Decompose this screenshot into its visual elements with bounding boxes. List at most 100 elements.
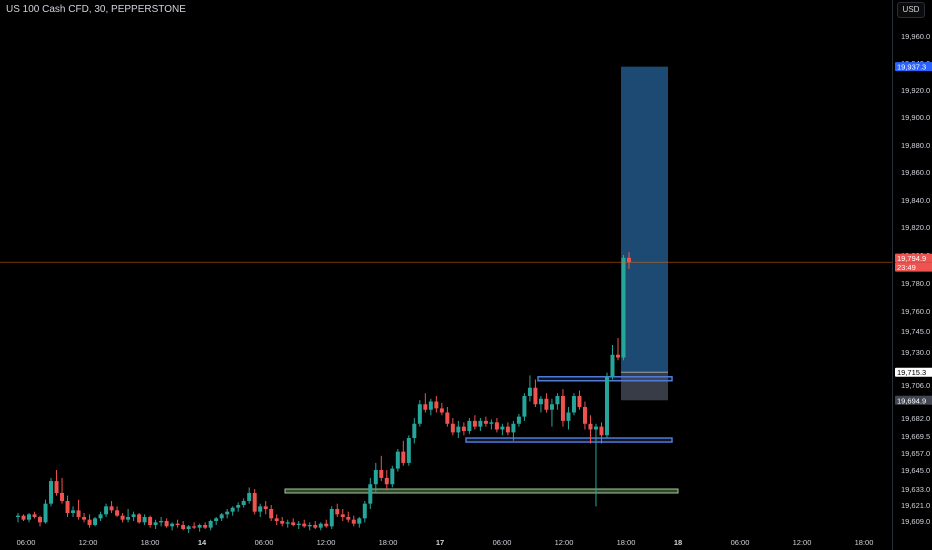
candle-body (434, 401, 439, 409)
candle-body (516, 416, 521, 424)
price-tick-label: 19,682.0 (901, 414, 930, 423)
price-tick-label: 19,633.0 (901, 485, 930, 494)
time-tick-label: 18:00 (617, 538, 636, 547)
demand-zone (284, 488, 679, 494)
candle-body (478, 420, 483, 427)
time-tick-label: 12:00 (793, 538, 812, 547)
candle-body (368, 484, 373, 504)
candle-body (357, 518, 362, 524)
price-tick-label: 19,730.0 (901, 348, 930, 357)
candle-body (71, 510, 76, 513)
candle-body (307, 525, 312, 527)
candle-body (445, 412, 450, 424)
candle-body (500, 426, 505, 430)
candle-body (423, 404, 428, 410)
price-tick-label: 19,920.0 (901, 86, 930, 95)
candle-body (142, 517, 147, 523)
time-tick-label: 12:00 (555, 538, 574, 547)
price-axis[interactable]: 19,960.019,940.019,920.019,900.019,880.0… (892, 0, 932, 550)
candle-body (560, 396, 565, 421)
candle-body (120, 515, 125, 520)
price-chart[interactable]: 06:00 12:00 18:00 14 06:00 12:00 18:00 17 06:00 1… (0, 0, 892, 550)
candle-body (621, 257, 626, 358)
time-tick-label: 06:00 (255, 538, 274, 547)
candle-body (137, 514, 142, 523)
candle-body (627, 257, 631, 262)
candle-body (412, 423, 417, 439)
price-tick-label: 19,760.0 (901, 307, 930, 316)
price-tick-label: 19,621.0 (901, 501, 930, 510)
candle-body (296, 523, 301, 525)
candle-body (280, 521, 285, 524)
candle-body (390, 468, 395, 485)
price-tick-label: 19,880.0 (901, 141, 930, 150)
candle-body (76, 510, 81, 517)
candle-body (538, 398, 543, 405)
candle-body (351, 519, 356, 524)
candle-body (549, 404, 554, 410)
candle-body (566, 412, 571, 421)
time-axis[interactable]: 06:00 12:00 18:00 14 06:00 12:00 18:00 17 06:00 1… (17, 538, 874, 547)
candle-body (346, 517, 351, 520)
candle-body (544, 398, 549, 410)
time-tick-label: 06:00 (731, 538, 750, 547)
candle-body (329, 509, 334, 527)
time-tick-label: 06:00 (493, 538, 512, 547)
candle-body (164, 521, 169, 527)
candle-body (170, 523, 175, 527)
price-tick-label: 19,645.0 (901, 466, 930, 475)
candle-body (494, 422, 499, 430)
time-tick-label: 12:00 (317, 538, 336, 547)
candle-body (38, 517, 43, 523)
candle-body (49, 481, 54, 504)
candle-body (373, 470, 378, 485)
candle-body (236, 505, 241, 508)
candle-body (32, 514, 37, 517)
candle-body (324, 523, 329, 527)
candle-body (203, 525, 208, 528)
candle-body (384, 477, 389, 485)
price-tick-label: 19,840.0 (901, 196, 930, 205)
candle-body (115, 510, 120, 516)
candle-body (82, 517, 87, 520)
target-price-tag (895, 62, 932, 72)
time-tick-label: 14 (198, 538, 207, 547)
price-tick-label: 19,609.0 (901, 517, 930, 526)
candle-body (450, 423, 455, 433)
annotation-layer[interactable] (284, 66, 679, 494)
candle-body (285, 522, 290, 524)
candle-body (65, 501, 70, 513)
candle-body (109, 506, 114, 511)
time-tick-label: 18:00 (855, 538, 874, 547)
candle-body (362, 503, 367, 519)
candle-body (87, 519, 92, 525)
candle-body (274, 518, 279, 521)
candle-body (505, 426, 510, 433)
price-tick-label: 19,780.0 (901, 279, 930, 288)
candle-body (230, 507, 235, 512)
candle-body (54, 481, 59, 493)
candle-body (456, 426, 461, 433)
candle-body (527, 387, 532, 396)
candle-body (93, 518, 98, 525)
candle-body (60, 493, 65, 501)
candle-body (615, 354, 620, 358)
candle-body (582, 407, 587, 424)
candle-body (21, 515, 26, 520)
currency-button[interactable]: USD (897, 2, 925, 18)
candle-body (214, 518, 219, 521)
candle-body (555, 396, 560, 405)
candle-body (489, 422, 494, 424)
candle-body (181, 525, 186, 529)
candle-body (247, 493, 252, 501)
candle-body (225, 511, 230, 515)
time-tick-label: 18:00 (141, 538, 160, 547)
candle-body (313, 525, 318, 528)
candle-body (472, 420, 477, 427)
price-tick-label: 19,745.0 (901, 327, 930, 336)
candle-body (522, 396, 527, 417)
time-tick-label: 18 (674, 538, 682, 547)
candle-body (258, 506, 263, 512)
candle-body (318, 523, 323, 528)
candle-body (335, 509, 340, 515)
